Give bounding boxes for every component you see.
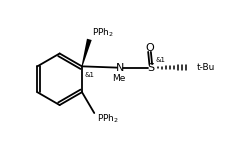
Text: &1: &1 [85, 72, 95, 78]
Text: Me: Me [112, 74, 125, 83]
Text: O: O [145, 43, 154, 53]
Text: N: N [116, 63, 124, 73]
Polygon shape [82, 39, 92, 66]
Text: t-Bu: t-Bu [197, 63, 215, 72]
Text: PPh$_2$: PPh$_2$ [92, 26, 114, 39]
Text: &1: &1 [155, 57, 165, 63]
Text: S: S [147, 63, 154, 73]
Text: PPh$_2$: PPh$_2$ [98, 112, 120, 125]
